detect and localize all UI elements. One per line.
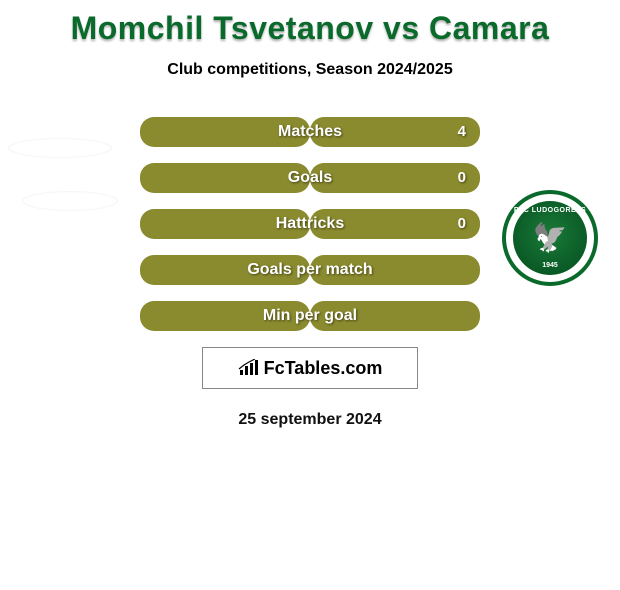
stat-bar-left [140,117,310,147]
stat-bar-left [140,163,310,193]
stat-bar-right [310,163,480,193]
stat-row: Goals0 [0,163,620,193]
stat-bar-left [140,301,310,331]
stat-bar-right [310,301,480,331]
brand-box: FcTables.com [202,347,418,389]
stat-bar-right [310,117,480,147]
stat-bar-right [310,255,480,285]
stat-row: Goals per match [0,255,620,285]
stat-bar-right [310,209,480,239]
stat-row: Hattricks0 [0,209,620,239]
bar-chart-icon [238,359,260,377]
brand-text: FcTables.com [264,358,383,379]
page-title: Momchil Tsvetanov vs Camara [0,10,620,47]
stat-row: Matches4 [0,117,620,147]
date-line: 25 september 2024 [0,411,620,429]
stat-bar-left [140,209,310,239]
stat-row: Min per goal [0,301,620,331]
stat-bar-left [140,255,310,285]
player1-avatar-placeholder-b [22,191,118,211]
subtitle: Club competitions, Season 2024/2025 [0,61,620,79]
